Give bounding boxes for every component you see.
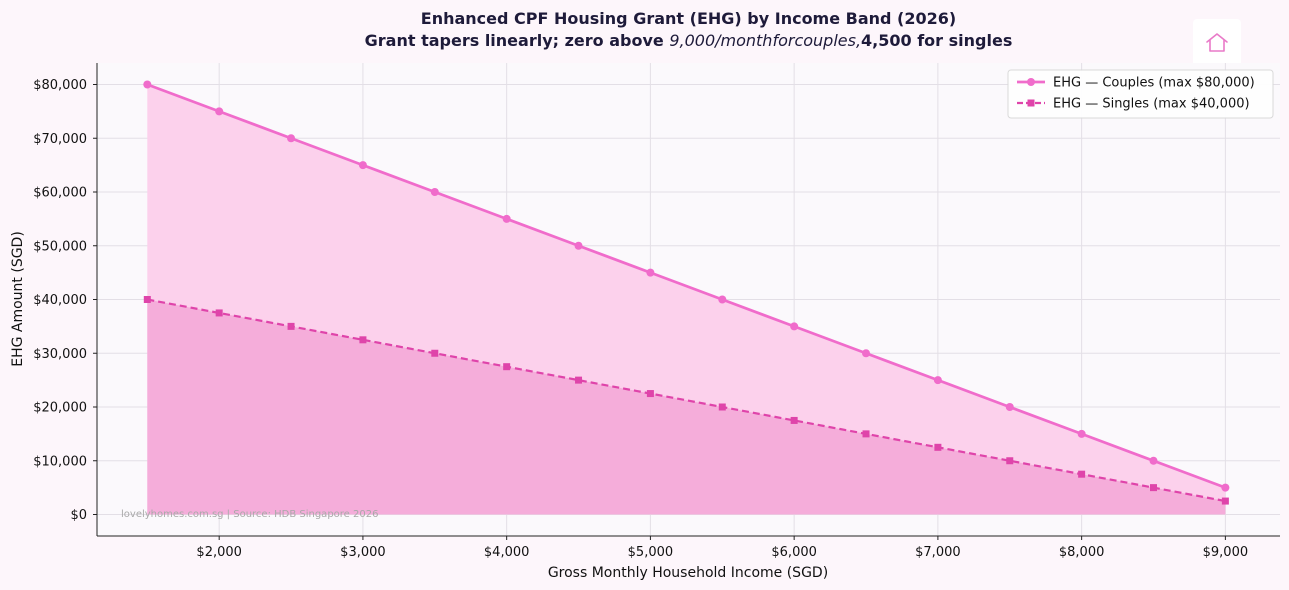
legend-label-couples: EHG — Couples (max $80,000): [1053, 76, 1255, 91]
x-tick-label: $9,000: [1203, 545, 1249, 560]
y-axis-label: EHG Amount (SGD): [10, 231, 26, 367]
x-axis-ticks: $2,000 $3,000 $4,000 $5,000 $6,000 $7,000 $8,0…: [196, 536, 1248, 560]
point-couples: [1077, 429, 1086, 438]
y-tick-label: $60,000: [33, 186, 87, 201]
point-singles: [718, 403, 726, 411]
point-singles: [934, 443, 942, 451]
point-singles: [287, 322, 295, 330]
y-tick-label: $50,000: [33, 239, 87, 254]
point-singles: [1006, 457, 1014, 465]
point-couples: [502, 214, 511, 223]
x-tick-label: $4,000: [484, 545, 530, 560]
legend-marker-singles: [1027, 99, 1035, 107]
y-tick-label: $0: [70, 508, 87, 523]
chart-title-line1: Enhanced CPF Housing Grant (EHG) by Inco…: [420, 9, 957, 28]
point-singles: [503, 363, 511, 371]
home-badge: [1193, 19, 1241, 67]
legend: EHG — Couples (max $80,000) EHG — Singles…: [1007, 69, 1274, 119]
subtitle-math-part: 9,000/monthforcouples,: [669, 31, 862, 50]
y-axis-ticks: $0 $10,000 $20,000 $30,000 $40,000 $50,000 $60…: [33, 78, 97, 523]
point-singles: [1078, 470, 1086, 478]
y-tick-label: $80,000: [33, 78, 87, 93]
series-markers: [143, 80, 1230, 505]
point-singles: [862, 430, 870, 438]
point-couples: [1149, 456, 1158, 465]
legend-box: [1007, 69, 1274, 119]
x-tick-label: $5,000: [628, 545, 674, 560]
point-couples: [1005, 403, 1014, 411]
y-tick-label: $20,000: [33, 401, 87, 416]
source-watermark: lovelyhomes.com.sg | Source: HDB Singapo…: [121, 509, 378, 520]
y-tick-label: $30,000: [33, 347, 87, 362]
point-couples: [862, 349, 871, 358]
point-singles: [143, 296, 151, 303]
point-couples: [215, 107, 224, 116]
home-icon: [1206, 33, 1228, 52]
chart-subtitle-line2: Grant tapers linearly; zero above 9,000/…: [0, 30, 1289, 52]
y-tick-label: $40,000: [33, 293, 87, 308]
point-couples: [430, 188, 439, 196]
line-singles: [147, 298, 1226, 503]
x-tick-label: $6,000: [771, 545, 817, 560]
point-singles: [575, 376, 583, 384]
x-tick-label: $7,000: [915, 545, 961, 560]
x-tick-label: $3,000: [340, 545, 386, 560]
point-singles: [1221, 497, 1229, 505]
point-couples: [287, 134, 296, 143]
point-singles: [1150, 484, 1158, 492]
point-singles: [431, 349, 439, 357]
point-couples: [718, 295, 727, 304]
subtitle-part-b: 4,500 for singles: [861, 31, 1013, 50]
point-couples: [933, 376, 942, 385]
legend-label-singles: EHG — Singles (max $40,000): [1053, 97, 1250, 112]
chart-title: Enhanced CPF Housing Grant (EHG) by Inco…: [0, 8, 1289, 52]
x-tick-label: $2,000: [196, 545, 242, 560]
point-singles: [790, 416, 798, 424]
point-couples: [646, 268, 655, 277]
subtitle-part-a: Grant tapers linearly; zero above: [364, 31, 670, 50]
line-couples: [146, 83, 1226, 489]
point-couples: [358, 161, 367, 170]
point-couples: [574, 241, 583, 250]
point-singles: [646, 390, 654, 398]
point-couples: [790, 322, 799, 331]
series-lines: [146, 83, 1226, 503]
x-tick-label: $8,000: [1059, 545, 1105, 560]
area-singles: [147, 299, 1226, 515]
x-axis-label: Gross Monthly Household Income (SGD): [548, 565, 828, 581]
point-singles: [359, 336, 367, 344]
y-tick-label: $70,000: [33, 132, 87, 147]
point-couples: [143, 80, 152, 89]
legend-marker-couples: [1027, 78, 1035, 86]
point-singles: [215, 309, 223, 317]
series-areas: [147, 84, 1226, 515]
point-couples: [1221, 483, 1230, 492]
y-tick-label: $10,000: [33, 454, 87, 469]
